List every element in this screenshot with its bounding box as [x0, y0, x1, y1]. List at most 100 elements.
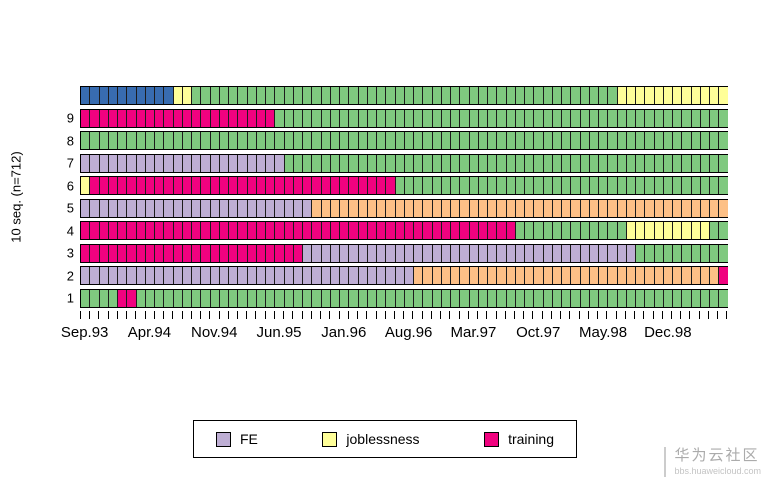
state-cell-FE [164, 267, 174, 285]
state-cell-employment [580, 222, 590, 240]
state-cell-FE [229, 199, 239, 217]
state-cell-employment [321, 289, 331, 307]
x-axis-labels: Sep.93 Apr.94 Nov.94 Jun.95 Jan.96 Aug.96 Mar.… [61, 324, 728, 344]
sequence-bar [80, 131, 728, 151]
state-cell-HE [414, 267, 424, 285]
state-cell-employment [377, 132, 387, 150]
state-cell-employment [654, 132, 664, 150]
state-cell-training [367, 222, 377, 240]
state-cell-FE [219, 154, 229, 172]
state-cell-training [118, 222, 128, 240]
state-cell-FE [155, 199, 165, 217]
state-cell-employment [432, 132, 442, 150]
state-cell-HE [478, 199, 488, 217]
state-cell-joblessness [654, 87, 664, 104]
state-cell-employment [238, 132, 248, 150]
state-cell-training [377, 177, 387, 195]
state-cell-employment [488, 87, 498, 104]
x-tick [172, 311, 174, 319]
state-cell-employment [663, 244, 673, 262]
state-cell-FE [515, 244, 525, 262]
state-cell-training [127, 109, 137, 127]
state-cell-FE [99, 154, 109, 172]
state-cell-employment [515, 289, 525, 307]
state-cell-employment [441, 87, 451, 104]
state-cell-FE [229, 267, 239, 285]
state-cell-employment [266, 289, 276, 307]
state-cell-employment [562, 289, 572, 307]
state-cell-HE [377, 199, 387, 217]
state-cell-employment [534, 87, 544, 104]
state-cell-HE [673, 199, 683, 217]
state-cell-HE [386, 199, 396, 217]
x-tick [80, 311, 81, 319]
state-cell-employment [562, 109, 572, 127]
state-cell-employment [395, 289, 405, 307]
legend-label: training [508, 431, 554, 447]
state-cell-employment [525, 222, 535, 240]
state-cell-FE [460, 244, 470, 262]
state-cell-HE [432, 199, 442, 217]
state-cell-training [182, 109, 192, 127]
state-cell-HE [543, 267, 553, 285]
state-cell-HE [312, 199, 322, 217]
state-cell-HE [525, 199, 535, 217]
state-cell-employment [367, 87, 377, 104]
x-tick [541, 311, 543, 319]
state-cell-employment [275, 87, 285, 104]
state-cell-employment [219, 87, 229, 104]
state-cell-employment [293, 87, 303, 104]
state-cell-joblessness [636, 87, 646, 104]
state-cell-employment [275, 289, 285, 307]
state-cell-training [118, 177, 128, 195]
state-cell-training [321, 177, 331, 195]
x-tick [412, 311, 414, 319]
state-cell-HE [636, 267, 646, 285]
state-cell-training [377, 222, 387, 240]
state-cell-training [145, 244, 155, 262]
state-cell-employment [534, 177, 544, 195]
state-cell-employment [386, 154, 396, 172]
state-cell-employment [608, 132, 618, 150]
state-cell-training [293, 244, 303, 262]
state-cell-FE [136, 267, 146, 285]
state-cell-employment [358, 289, 368, 307]
state-cell-training [312, 222, 322, 240]
legend-swatch [216, 431, 231, 447]
state-cell-FE [164, 199, 174, 217]
state-cell-employment [534, 289, 544, 307]
state-cell-employment [247, 87, 257, 104]
state-cell-employment [719, 222, 728, 240]
state-cell-FE [173, 154, 183, 172]
state-cell-employment [451, 154, 461, 172]
state-cell-joblessness [663, 222, 673, 240]
state-cell-school [118, 87, 128, 104]
state-cell-employment [386, 109, 396, 127]
state-cell-employment [460, 132, 470, 150]
state-cell-training [247, 109, 257, 127]
state-cell-employment [330, 154, 340, 172]
state-cell-HE [349, 199, 359, 217]
x-tick [440, 311, 442, 319]
state-cell-training [155, 177, 165, 195]
state-cell-employment [414, 109, 424, 127]
state-cell-FE [386, 267, 396, 285]
x-tick [652, 311, 654, 319]
state-cell-training [284, 222, 294, 240]
state-cell-training [404, 222, 414, 240]
state-cell-joblessness [173, 87, 183, 104]
state-cell-FE [386, 244, 396, 262]
state-cell-training [386, 222, 396, 240]
state-cell-employment [543, 87, 553, 104]
legend: FE joblessness training [193, 420, 577, 458]
state-cell-employment [182, 289, 192, 307]
state-cell-employment [645, 109, 655, 127]
x-tick [458, 311, 460, 319]
state-cell-employment [691, 177, 701, 195]
state-cell-employment [469, 132, 479, 150]
state-cell-FE [534, 244, 544, 262]
state-cell-training [469, 222, 479, 240]
state-cell-HE [488, 267, 498, 285]
state-cell-employment [99, 289, 109, 307]
state-cell-training [441, 222, 451, 240]
